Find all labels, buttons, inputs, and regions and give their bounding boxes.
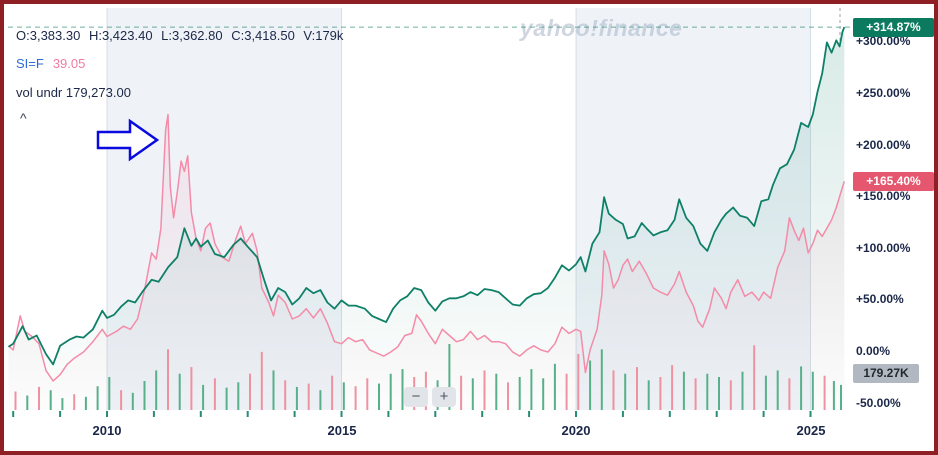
- volume-under-readout: vol undr 179,273.00: [16, 85, 131, 100]
- y-axis-label: +200.00%: [856, 138, 911, 152]
- ohlcv-readout: O:3,383.30 H:3,423.40 L:3,362.80 C:3,418…: [16, 28, 344, 43]
- compare-change-badge: +165.40%: [853, 172, 934, 191]
- y-axis-label: +150.00%: [856, 189, 911, 203]
- zoom-in-button[interactable]: +: [432, 387, 456, 407]
- main-series-line: [8, 26, 846, 366]
- y-axis-label: +250.00%: [856, 86, 911, 100]
- x-axis-label: 2015: [327, 423, 357, 438]
- x-axis-year-ticks: [12, 411, 812, 417]
- zoom-out-button[interactable]: −: [404, 387, 428, 407]
- y-axis-label: +100.00%: [856, 241, 911, 255]
- y-axis-label: 0.00%: [856, 344, 891, 358]
- compare-series-line: [8, 113, 846, 382]
- collapse-caret[interactable]: ^: [20, 110, 27, 126]
- yahoo-finance-watermark: yahoo!finance: [520, 15, 682, 42]
- right-arrow-icon: [96, 118, 160, 162]
- x-axis-label: 2020: [561, 423, 591, 438]
- y-axis-label: +50.00%: [856, 292, 904, 306]
- blue-arrow-annotation: [96, 118, 160, 162]
- compare-value: 39.05: [52, 56, 86, 71]
- x-axis-label: 2010: [92, 423, 122, 438]
- x-axis-label: 2025: [796, 423, 826, 438]
- y-axis-label: +300.00%: [856, 34, 911, 48]
- main-series-area: [8, 27, 845, 410]
- compare-readout: SI=F 39.05: [16, 56, 85, 71]
- volume-badge: 179.27K: [853, 364, 919, 383]
- main-change-badge: +314.87%: [853, 18, 934, 37]
- compare-symbol[interactable]: SI=F: [16, 56, 44, 71]
- y-axis-label: -50.00%: [856, 396, 901, 410]
